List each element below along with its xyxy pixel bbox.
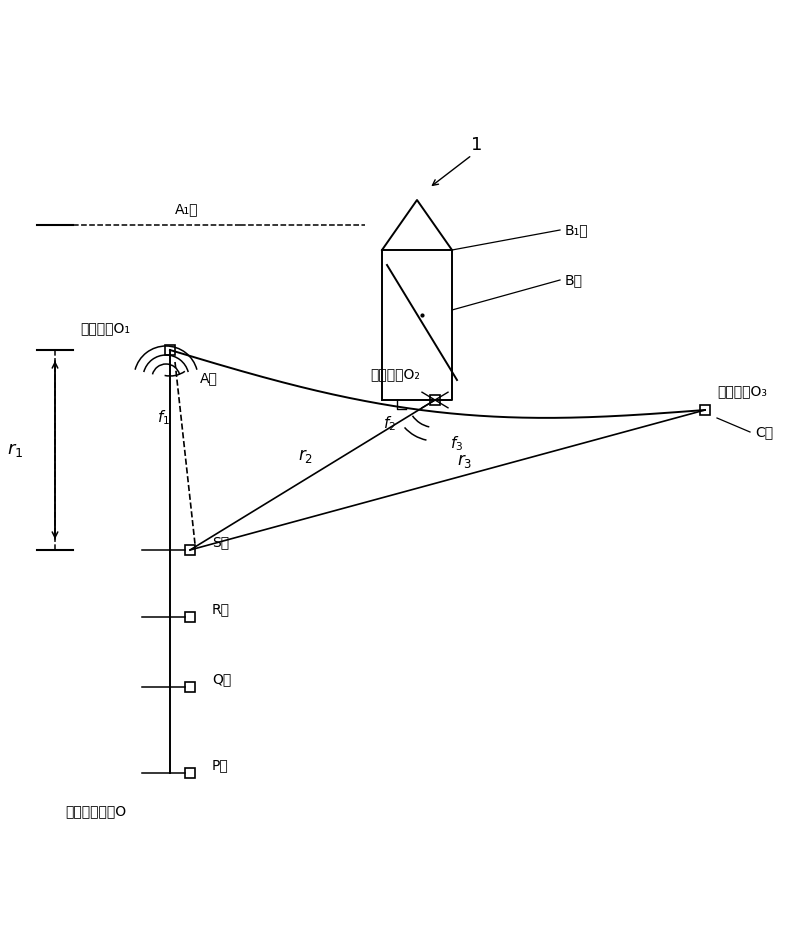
- Text: P点: P点: [212, 758, 229, 772]
- Text: S点: S点: [212, 535, 229, 549]
- Text: $f_2$: $f_2$: [383, 414, 396, 433]
- Text: R点: R点: [212, 602, 230, 616]
- Text: 水面单元O₂: 水面单元O₂: [370, 367, 420, 381]
- Text: Q点: Q点: [212, 672, 231, 686]
- Text: B₁点: B₁点: [565, 223, 589, 237]
- Bar: [185, 612, 195, 622]
- Text: $f_1$: $f_1$: [158, 408, 170, 426]
- Bar: [165, 345, 175, 355]
- Bar: [700, 405, 710, 415]
- Text: 水面单元O₁: 水面单元O₁: [80, 321, 130, 335]
- Text: $r_2$: $r_2$: [298, 447, 313, 465]
- Text: 水面单元O₃: 水面单元O₃: [717, 384, 767, 398]
- Text: $r_3$: $r_3$: [458, 452, 473, 470]
- Text: $r_1$: $r_1$: [7, 441, 23, 459]
- Text: A₁点: A₁点: [175, 202, 198, 216]
- Text: 待测水下单元O: 待测水下单元O: [65, 804, 126, 818]
- Text: A点: A点: [200, 371, 218, 385]
- Text: $f_3$: $f_3$: [450, 434, 463, 453]
- Bar: [430, 395, 440, 405]
- Text: C点: C点: [755, 425, 773, 439]
- Bar: [185, 682, 195, 692]
- Text: 1: 1: [471, 136, 482, 154]
- Bar: [185, 768, 195, 778]
- Bar: [185, 545, 195, 555]
- Text: B点: B点: [565, 273, 583, 287]
